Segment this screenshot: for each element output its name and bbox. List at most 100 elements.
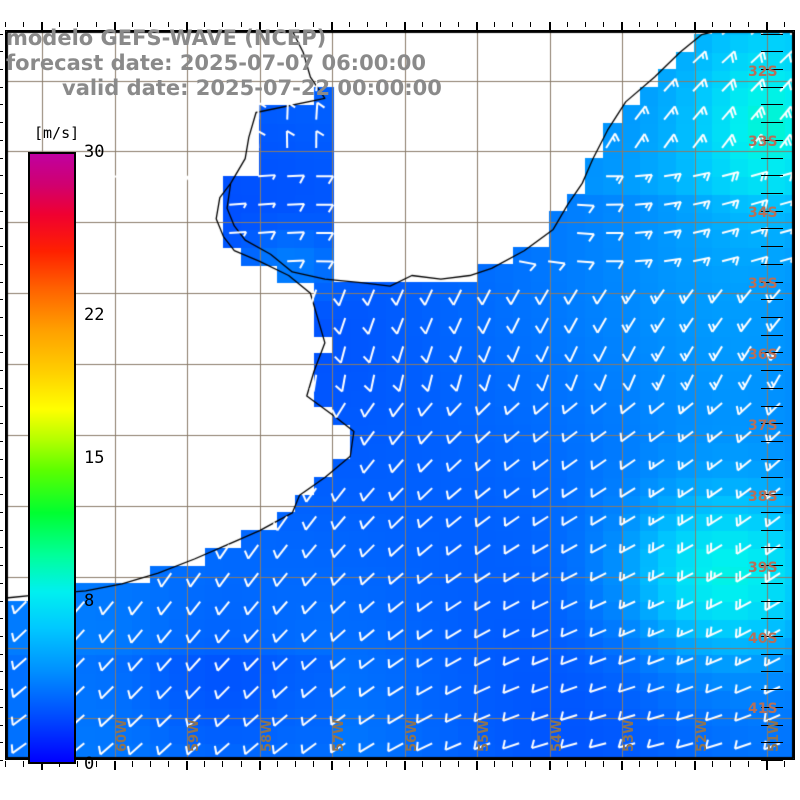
wind-speed-heatmap-canvas[interactable] xyxy=(6,31,794,759)
x-tick xyxy=(585,761,586,767)
y-tick-left xyxy=(0,335,3,336)
lat-label-32S: 32S xyxy=(748,63,778,80)
x-tick-top xyxy=(404,22,406,30)
x-tick-top xyxy=(96,22,97,27)
x-tick xyxy=(313,761,314,767)
x-tick xyxy=(494,761,495,767)
x-tick-top xyxy=(132,22,133,27)
y-tick-left xyxy=(0,636,3,637)
x-tick-top xyxy=(494,22,495,27)
y-tick xyxy=(761,406,783,407)
y-tick-left xyxy=(0,122,3,123)
y-tick-left xyxy=(0,158,3,159)
x-tick-top xyxy=(549,22,551,30)
x-tick xyxy=(96,761,97,767)
y-tick xyxy=(761,760,783,761)
x-tick-top xyxy=(712,22,713,27)
y-tick xyxy=(761,193,783,194)
y-tick-left xyxy=(0,618,3,619)
y-tick-left xyxy=(0,352,3,353)
y-tick xyxy=(761,689,783,690)
y-tick-left xyxy=(0,228,3,229)
y-tick-left xyxy=(0,760,3,761)
x-tick-top xyxy=(621,22,623,30)
x-tick-top xyxy=(222,22,223,27)
y-tick xyxy=(761,601,783,602)
x-tick xyxy=(259,761,261,770)
x-tick xyxy=(277,761,278,767)
y-tick xyxy=(761,388,783,389)
y-tick-left xyxy=(0,34,3,35)
x-tick xyxy=(77,761,78,767)
x-tick-top xyxy=(730,22,731,27)
colorbar-tick-0: 0 xyxy=(84,754,95,774)
lat-label-33S: 33S xyxy=(748,134,778,151)
x-tick-top xyxy=(367,22,368,27)
y-tick xyxy=(761,494,783,495)
y-tick-left xyxy=(0,494,3,495)
x-tick-top xyxy=(512,22,513,27)
lon-label-52W: 52W xyxy=(694,719,710,752)
lon-label-56W: 56W xyxy=(404,719,420,752)
x-tick xyxy=(150,761,151,767)
y-tick xyxy=(761,370,783,371)
x-tick-top xyxy=(639,22,640,27)
y-tick xyxy=(761,671,783,672)
x-tick xyxy=(694,761,696,770)
x-tick xyxy=(349,761,350,767)
x-tick-top xyxy=(77,22,78,27)
x-tick xyxy=(222,761,223,767)
colorbar-tick-8: 8 xyxy=(84,590,95,611)
y-tick-left xyxy=(0,707,3,708)
y-tick xyxy=(761,565,783,566)
y-tick-left xyxy=(0,583,3,584)
colorbar-tick-30: 30 xyxy=(84,142,105,162)
y-tick xyxy=(761,654,783,655)
y-tick-left xyxy=(0,671,3,672)
colorbar-unit-label: [m/s] xyxy=(34,124,80,142)
y-tick-left xyxy=(0,530,3,531)
lat-label-37S: 37S xyxy=(748,417,778,434)
x-tick-top xyxy=(259,22,261,30)
x-tick xyxy=(331,761,333,770)
x-tick-top xyxy=(784,22,785,27)
x-tick xyxy=(458,761,459,767)
x-tick-top xyxy=(766,22,768,30)
y-tick xyxy=(761,636,783,637)
y-tick-left xyxy=(0,725,3,726)
y-tick xyxy=(761,228,783,229)
y-tick xyxy=(761,583,783,584)
x-tick-top xyxy=(458,22,459,27)
x-tick xyxy=(730,761,731,767)
y-tick xyxy=(761,122,783,123)
lon-label-51W: 51W xyxy=(767,719,782,752)
map-plot-area[interactable] xyxy=(5,30,795,760)
y-tick-left xyxy=(0,69,3,70)
x-tick xyxy=(23,761,24,767)
x-tick xyxy=(5,761,6,767)
y-tick xyxy=(761,246,783,247)
y-tick-left xyxy=(0,477,3,478)
x-tick xyxy=(766,761,768,770)
y-tick-left xyxy=(0,689,3,690)
y-tick-left xyxy=(0,601,3,602)
y-tick xyxy=(761,69,783,70)
x-tick-top xyxy=(748,22,749,27)
y-tick-left xyxy=(0,388,3,389)
lon-label-57W: 57W xyxy=(332,719,348,752)
y-tick xyxy=(761,547,783,548)
x-tick xyxy=(476,761,478,770)
x-tick xyxy=(241,761,242,767)
y-tick-left xyxy=(0,264,3,265)
lat-label-40S: 40S xyxy=(748,630,778,647)
x-tick xyxy=(168,761,169,767)
x-tick xyxy=(440,761,441,767)
x-tick-top xyxy=(657,22,658,27)
x-tick-top xyxy=(41,22,43,30)
y-tick-left xyxy=(0,87,3,88)
colorbar-tick-15: 15 xyxy=(84,448,105,468)
lon-label-60W: 60W xyxy=(114,719,130,752)
y-tick xyxy=(761,158,783,159)
x-tick-top xyxy=(204,22,205,27)
